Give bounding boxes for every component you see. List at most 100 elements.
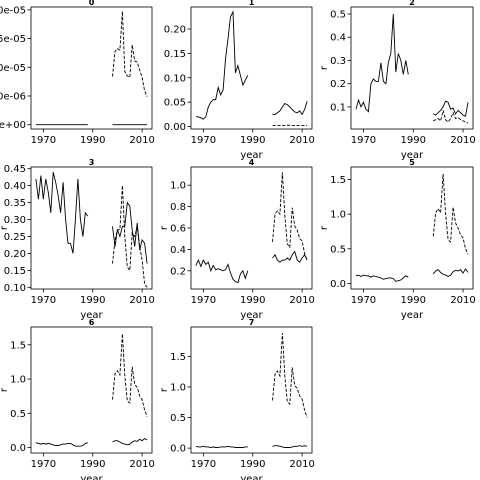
y-tick-label: 0.20 [164, 24, 186, 35]
y-tick-label: 0e-05 [0, 63, 26, 74]
y-tick-label: 0.5 [170, 413, 186, 424]
y-axis-label: r [319, 225, 330, 230]
x-axis-label: year [240, 150, 263, 161]
x-tick-label: 1990 [240, 295, 265, 306]
panel-5: 5 1970 1990 2010 0.0 0.5 1.0 1.5 year r [319, 158, 476, 321]
y-tick-label: 0.10 [164, 73, 186, 84]
plot-frame [350, 6, 474, 130]
x-tick-label: 2010 [450, 295, 475, 306]
panel-0: 0 1970 1990 2010 e+00 0e-06 0e-05 5e-05 0e-05 [0, 0, 155, 146]
y-tick-label: 0.00 [164, 122, 186, 133]
y-tick-label: 1.0 [170, 181, 186, 192]
series-line-dashed-1 [112, 185, 148, 288]
series-line-solid-2 [112, 438, 148, 446]
panel-7: 7 1970 1990 2010 0.0 0.5 1.0 1.5 year r [159, 318, 315, 480]
y-tick-label: 0.0 [330, 279, 346, 290]
plot-frame [30, 166, 153, 290]
series-line-solid-1 [355, 274, 409, 282]
y-tick-label: 0e-05 [0, 5, 26, 16]
y-tick-label: 0.5 [330, 9, 346, 20]
y-axis-label: r [0, 387, 10, 392]
plot-frame [30, 6, 153, 130]
x-axis-label: year [80, 310, 103, 321]
y-tick-label: 0.25 [4, 232, 26, 243]
x-axis-label: year [80, 474, 103, 480]
panel-title: 7 [249, 318, 255, 327]
series-line-dashed-1 [112, 11, 148, 97]
y-tick-label: 0.30 [4, 215, 26, 226]
series-line-solid-1 [35, 171, 89, 254]
x-tick-label: 1970 [191, 135, 216, 146]
x-tick-label: 1970 [31, 459, 56, 470]
x-tick-label: 1970 [351, 295, 376, 306]
y-tick-label: 0.5 [10, 409, 26, 420]
y-tick-label: 0.40 [4, 181, 26, 192]
series-line-solid-2 [432, 268, 469, 278]
series-line-dashed-1 [272, 124, 308, 127]
y-tick-label: 0.8 [170, 202, 186, 213]
y-tick-label: 1.5 [330, 175, 346, 186]
y-tick-label: 0.0 [10, 443, 26, 454]
panel-6: 6 1970 1990 2010 0.0 0.5 1.0 1.5 year r [0, 318, 155, 480]
x-axis-label: year [401, 150, 424, 161]
y-tick-label: e+00 [0, 120, 26, 131]
plot-frame [190, 326, 313, 454]
y-tick-label: 0.4 [330, 33, 346, 44]
x-tick-label: 1990 [80, 459, 105, 470]
x-tick-label: 1970 [191, 295, 216, 306]
x-tick-label: 2010 [289, 295, 314, 306]
x-tick-label: 1990 [240, 459, 265, 470]
y-tick-label: 0e-06 [0, 91, 26, 102]
panel-3: 3 1970 1990 2010 0.10 0.15 0.20 0.25 0.30 0.35 0.4… [0, 158, 155, 321]
y-axis-label: r [159, 225, 170, 230]
x-tick-label: 2010 [129, 135, 154, 146]
y-tick-label: 0.15 [4, 266, 26, 277]
series-line-solid-2 [272, 250, 308, 263]
x-tick-label: 1970 [351, 135, 376, 146]
series-line-solid-1 [35, 442, 88, 447]
panel-title: 0 [89, 0, 95, 7]
panel-2: 2 1970 1990 2010 0.1 0.2 0.3 0.4 0.5 year r [319, 0, 476, 161]
x-tick-label: 2010 [289, 135, 314, 146]
y-tick-label: 0.2 [170, 266, 186, 277]
x-tick-label: 1970 [191, 459, 216, 470]
series-line-dashed-1 [272, 172, 308, 261]
x-tick-label: 2010 [129, 295, 154, 306]
y-tick-label: 1.0 [330, 210, 346, 221]
plot-frame [190, 6, 313, 130]
y-tick-label: 0.4 [170, 245, 186, 256]
x-axis-label: year [240, 310, 263, 321]
y-tick-label: 5e-05 [0, 34, 26, 45]
y-tick-label: 1.0 [10, 375, 26, 386]
panel-title: 6 [89, 318, 95, 327]
series-line-solid-1 [195, 258, 249, 284]
y-tick-label: 0.35 [4, 198, 26, 209]
y-tick-label: 1.5 [170, 352, 186, 363]
x-tick-label: 1990 [240, 135, 265, 146]
y-tick-label: 0.5 [330, 244, 346, 255]
plot-frame [30, 326, 153, 454]
x-tick-label: 1970 [31, 135, 56, 146]
x-tick-label: 1990 [401, 295, 426, 306]
series-line-solid-1 [355, 13, 409, 113]
panel-title: 4 [249, 158, 255, 167]
x-axis-label: year [401, 310, 424, 321]
y-tick-label: 0.6 [170, 224, 186, 235]
x-tick-label: 2010 [289, 459, 314, 470]
panel-title: 1 [249, 0, 255, 7]
series-line-solid-2 [272, 445, 308, 448]
y-tick-label: 0.05 [164, 98, 186, 109]
series-line-solid-1 [195, 445, 248, 448]
y-axis-label: r [319, 65, 330, 70]
y-tick-label: 1.0 [170, 382, 186, 393]
y-tick-label: 0.2 [330, 79, 346, 90]
panel-title: 2 [409, 0, 415, 7]
series-line-solid-2 [272, 101, 308, 116]
y-tick-label: 0.1 [330, 102, 346, 113]
x-tick-label: 2010 [450, 135, 475, 146]
series-line-solid-2 [433, 100, 469, 117]
y-tick-label: 0.45 [4, 164, 26, 175]
y-tick-label: 0.20 [4, 249, 26, 260]
